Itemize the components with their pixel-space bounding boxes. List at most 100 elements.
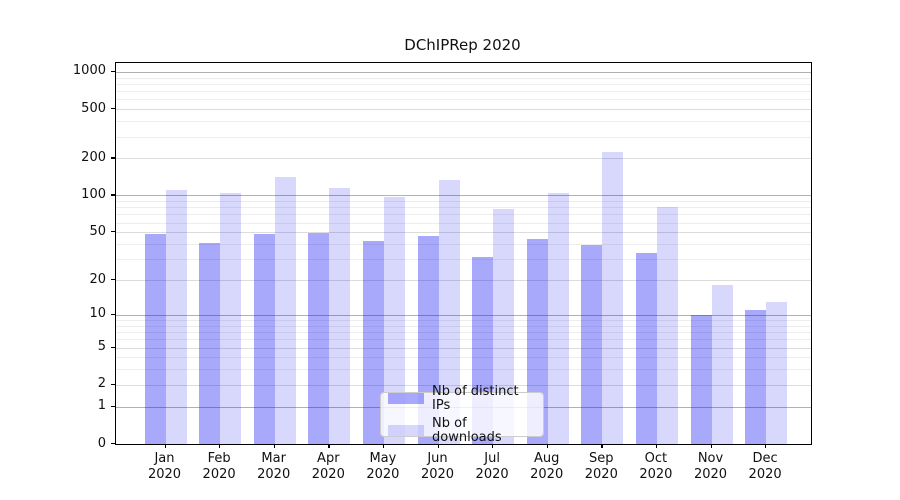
legend-label-distinct-ips: Nb of distinct IPs xyxy=(432,383,519,413)
bar-distinct-ips xyxy=(690,314,712,444)
y-tick-mark xyxy=(111,157,115,159)
gridline xyxy=(116,71,811,73)
bar-distinct-ips xyxy=(362,241,384,444)
x-tick-mark xyxy=(601,444,603,448)
x-tick-mark xyxy=(164,444,166,448)
gridline xyxy=(116,77,811,79)
x-tick-label: Nov 2020 xyxy=(693,451,728,482)
bar-distinct-ips xyxy=(308,233,330,444)
legend-swatch-downloads xyxy=(388,425,424,436)
x-tick-label: Aug 2020 xyxy=(530,451,564,482)
bar-distinct-ips xyxy=(581,245,603,444)
bar-downloads xyxy=(602,152,624,444)
y-tick-label: 100 xyxy=(81,186,106,202)
y-tick-mark xyxy=(111,194,115,196)
y-tick-label: 5 xyxy=(97,339,106,354)
bar-downloads xyxy=(711,285,733,444)
y-tick-label: 500 xyxy=(81,100,106,116)
gridline xyxy=(116,207,811,209)
x-tick-mark xyxy=(655,444,658,448)
chart-title: DChIPRep 2020 xyxy=(404,36,521,54)
x-tick-mark xyxy=(437,444,439,448)
y-tick-label: 200 xyxy=(81,149,106,165)
gridline xyxy=(116,347,811,349)
y-tick-label: 1000 xyxy=(72,63,106,79)
gridline xyxy=(116,244,811,245)
bar-downloads xyxy=(165,190,187,444)
x-tick-label: Apr 2020 xyxy=(311,451,345,482)
x-tick-label: Sep 2020 xyxy=(584,451,618,482)
x-tick-label: Dec 2020 xyxy=(748,451,782,482)
gridline xyxy=(116,158,811,160)
y-tick-mark xyxy=(111,383,115,386)
y-tick-mark xyxy=(111,313,115,316)
y-tick-mark xyxy=(111,231,115,233)
gridline xyxy=(116,320,811,321)
y-tick-label: 50 xyxy=(89,223,106,239)
gridline xyxy=(116,314,811,316)
y-tick-label: 10 xyxy=(89,306,106,322)
gridline xyxy=(116,325,811,327)
gridline xyxy=(116,280,811,281)
bar-downloads xyxy=(329,188,351,444)
bar-downloads xyxy=(438,180,460,444)
gridline xyxy=(116,121,811,123)
legend-label-downloads: Nb of downloads xyxy=(432,415,502,445)
bar-downloads xyxy=(766,301,788,444)
y-tick-mark xyxy=(111,108,115,110)
y-tick-mark xyxy=(111,70,115,73)
x-tick-label: May 2020 xyxy=(366,451,400,482)
x-tick-mark xyxy=(765,444,767,448)
x-tick-label: Jan 2020 xyxy=(147,451,182,482)
bar-distinct-ips xyxy=(253,234,275,444)
bar-downloads xyxy=(547,192,569,444)
gridline xyxy=(116,214,811,216)
legend: Nb of distinct IPs Nb of downloads xyxy=(380,384,544,444)
y-tick-label: 0 xyxy=(97,435,106,451)
y-tick-label: 20 xyxy=(89,271,106,287)
x-tick-mark xyxy=(546,444,548,448)
bar-distinct-ips xyxy=(745,310,767,444)
bar-distinct-ips xyxy=(199,242,221,444)
bar-distinct-ips xyxy=(635,252,657,444)
bar-downloads xyxy=(383,196,405,444)
gridline xyxy=(116,99,811,101)
y-tick-mark xyxy=(111,279,115,281)
y-tick-mark xyxy=(111,346,115,348)
gridline xyxy=(116,195,811,197)
bar-downloads xyxy=(493,208,515,444)
gridline xyxy=(116,259,811,261)
x-tick-label: Feb 2020 xyxy=(202,451,236,482)
gridline xyxy=(116,91,811,93)
gridline xyxy=(116,83,811,85)
x-tick-mark xyxy=(492,444,494,448)
gridline xyxy=(116,369,811,371)
y-tick-label: 2 xyxy=(97,376,106,392)
y-tick-mark xyxy=(111,443,115,445)
y-tick-label: 1 xyxy=(97,398,106,414)
x-tick-mark xyxy=(382,444,385,448)
x-tick-label: Oct 2020 xyxy=(639,451,673,482)
gridline xyxy=(116,136,811,138)
x-tick-mark xyxy=(710,444,712,448)
bar-downloads xyxy=(656,206,678,444)
x-tick-mark xyxy=(328,444,330,448)
gridline xyxy=(116,232,811,234)
y-tick-mark xyxy=(111,405,115,407)
legend-entry-distinct-ips: Nb of distinct IPs xyxy=(388,383,536,413)
gridline xyxy=(116,357,811,359)
x-tick-mark xyxy=(219,444,221,448)
gridline xyxy=(116,384,811,386)
gridline xyxy=(116,332,811,333)
x-tick-label: Jun 2020 xyxy=(420,451,455,482)
gridline xyxy=(116,109,811,111)
bar-distinct-ips xyxy=(144,234,166,444)
legend-entry-downloads: Nb of downloads xyxy=(388,415,536,445)
bar-downloads xyxy=(274,176,296,444)
gridline xyxy=(116,222,811,224)
x-tick-label: Jul 2020 xyxy=(475,451,509,482)
x-tick-mark xyxy=(273,444,275,448)
bar-distinct-ips xyxy=(417,235,439,444)
gridline xyxy=(116,339,811,341)
